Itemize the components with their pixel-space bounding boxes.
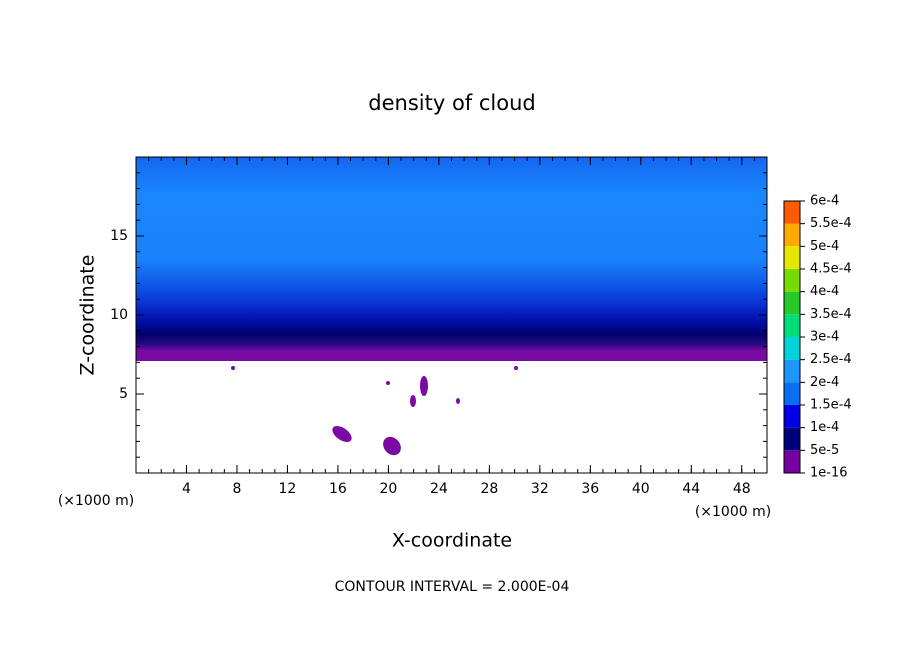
colorbar-label: 1e-16 <box>810 466 848 481</box>
colorbar-frame <box>783 200 801 474</box>
colorbar-label: 1.5e-4 <box>810 398 852 413</box>
cloud-patches <box>231 366 518 456</box>
chart-title: density of cloud <box>368 91 535 115</box>
x-unit-left: (×1000 m) <box>58 493 134 509</box>
colorbar-band <box>784 359 800 383</box>
colorbar-label: 3.5e-4 <box>810 307 852 322</box>
colorbar-label: 4e-4 <box>810 284 839 299</box>
colorbar-band <box>784 382 800 405</box>
colorbar-band <box>784 291 800 315</box>
x-unit-right: (×1000 m) <box>695 504 771 520</box>
colorbar-label: 4.5e-4 <box>810 262 852 277</box>
x-tick-label: 48 <box>733 481 751 497</box>
x-tick-label: 28 <box>480 481 498 497</box>
colorbar-label: 6e-4 <box>810 194 839 209</box>
x-tick-label: 4 <box>182 481 191 497</box>
x-tick-label: 32 <box>531 481 549 497</box>
x-axis-label: X-coordinate <box>392 530 512 552</box>
colorbar-label: 2.5e-4 <box>810 352 852 367</box>
footer-note: CONTOUR INTERVAL = 2.000E-04 <box>335 579 570 595</box>
colorbar-band <box>784 450 800 473</box>
y-tick-label: 15 <box>110 228 128 244</box>
x-tick-label: 24 <box>430 481 448 497</box>
colorbar-band <box>784 314 800 337</box>
x-tick-label: 8 <box>232 481 241 497</box>
y-axis-label: Z-coordinate <box>77 255 99 376</box>
colorbar-label: 3e-4 <box>810 330 839 345</box>
colorbar-label: 5.5e-4 <box>810 216 852 231</box>
y-tick-label: 10 <box>110 307 128 323</box>
colorbar-label: 1e-4 <box>810 420 839 435</box>
colorbar-label: 5e-5 <box>810 443 839 458</box>
colorbar-band <box>784 269 800 292</box>
colorbar-band <box>784 405 800 428</box>
colorbar-band <box>784 246 800 269</box>
colorbar-label: 2e-4 <box>810 375 839 390</box>
x-tick-label: 20 <box>379 481 397 497</box>
colorbar-band <box>784 223 800 247</box>
cloud-field <box>136 157 767 361</box>
x-tick-label: 44 <box>682 481 700 497</box>
y-tick-label: 5 <box>119 386 128 402</box>
colorbar-band <box>784 201 800 224</box>
colorbar-band <box>784 427 800 451</box>
x-tick-label: 16 <box>329 481 347 497</box>
x-tick-label: 36 <box>581 481 599 497</box>
colorbar-band <box>784 337 800 360</box>
x-tick-label: 40 <box>632 481 650 497</box>
x-tick-label: 12 <box>279 481 297 497</box>
colorbar-label: 5e-4 <box>810 239 839 254</box>
